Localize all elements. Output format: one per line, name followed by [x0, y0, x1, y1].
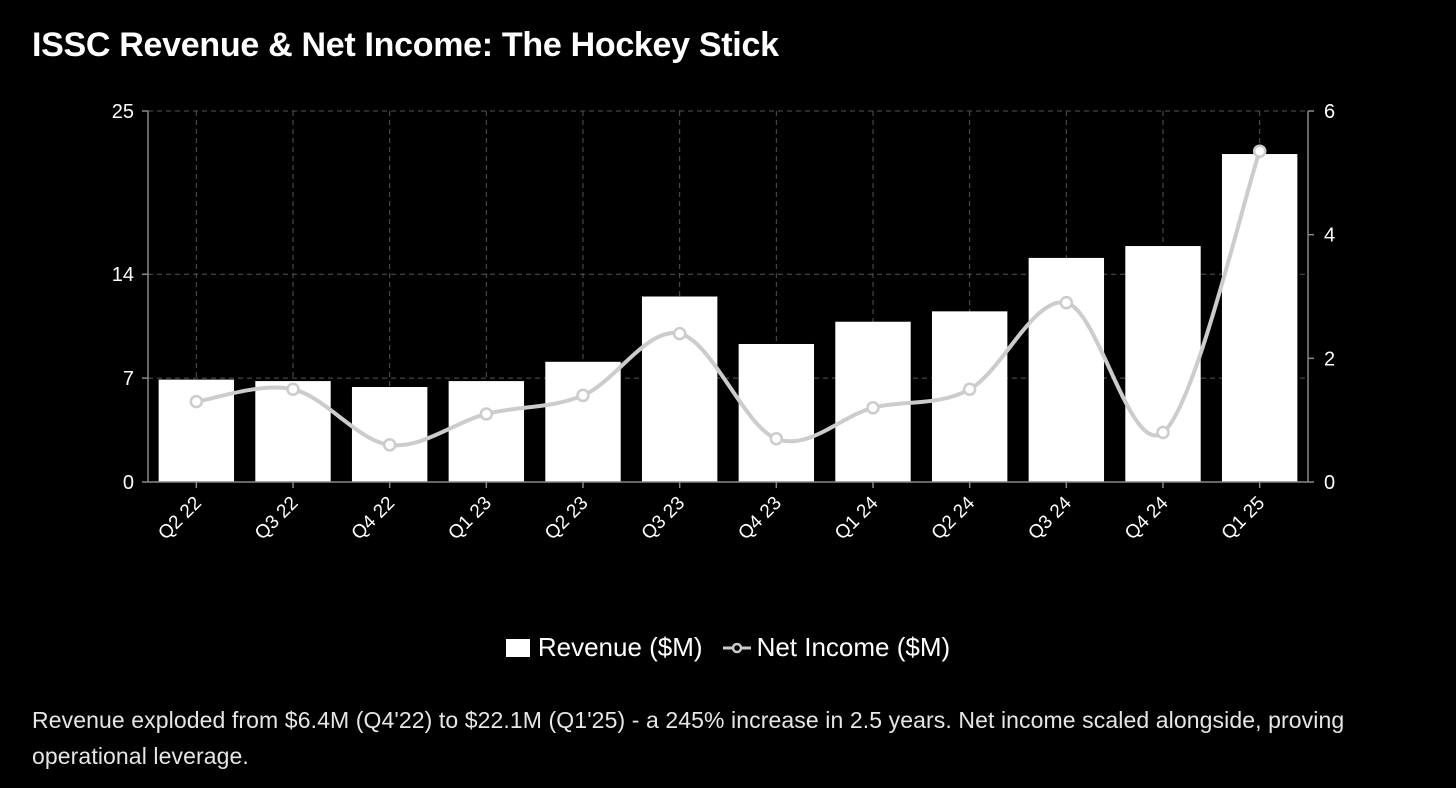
caption: Revenue exploded from $6.4M (Q4'22) to $… — [32, 707, 1345, 769]
line-layer — [189, 144, 1267, 452]
chart-title: ISSC Revenue & Net Income: The Hockey St… — [32, 26, 779, 64]
point-net-income-1 — [286, 382, 300, 396]
tick-label-x-1: Q3 22 — [251, 493, 302, 544]
bar-revenue-11 — [1221, 154, 1298, 482]
tick-label-x-2: Q4 22 — [348, 493, 399, 544]
tick-label-right-0: 0 — [1324, 472, 1335, 494]
point-net-income-3 — [479, 407, 494, 421]
point-net-income-9 — [1059, 295, 1074, 310]
tick-label-left-7: 7 — [123, 368, 134, 390]
bar-revenue-6 — [738, 343, 815, 482]
tick-label-left-0: 0 — [123, 472, 134, 494]
tick-label-right-6: 6 — [1324, 101, 1335, 123]
tick-label-x-4: Q2 23 — [541, 493, 592, 544]
point-net-income-7 — [866, 401, 880, 415]
bar-revenue-5 — [641, 296, 718, 482]
bar-revenue-10 — [1125, 246, 1201, 482]
point-net-income-10 — [1156, 425, 1170, 440]
tick-label-x-5: Q3 23 — [638, 493, 689, 544]
legend-label-revenue: Revenue ($M) — [537, 632, 703, 662]
tick-label-right-2: 2 — [1324, 348, 1335, 370]
tick-label-right-4: 4 — [1324, 225, 1335, 247]
tick-label-x-9: Q3 24 — [1024, 492, 1076, 544]
bar-revenue-9 — [1028, 257, 1105, 482]
tick-label-left-25: 25 — [112, 101, 134, 123]
legend-label-net-income: Net Income ($M) — [756, 632, 951, 662]
point-net-income-4 — [576, 388, 590, 403]
tick-label-x-11: Q1 25 — [1218, 493, 1269, 544]
point-net-income-2 — [382, 438, 397, 452]
tick-label-x-8: Q2 24 — [928, 492, 980, 544]
legend-swatch-net-income — [722, 642, 751, 653]
legend-swatch-revenue — [505, 638, 530, 657]
point-net-income-11 — [1252, 144, 1267, 158]
bar-revenue-3 — [448, 381, 525, 482]
bar-revenue-1 — [255, 381, 331, 482]
tick-label-x-0: Q2 22 — [154, 493, 205, 544]
point-net-income-6 — [769, 431, 784, 446]
legend: Revenue ($M) Net Income ($M) — [0, 632, 1456, 663]
tick-label-left-14: 14 — [112, 264, 134, 286]
bar-revenue-8 — [931, 311, 1008, 482]
point-net-income-8 — [962, 382, 977, 396]
bar-revenue-4 — [545, 361, 621, 482]
tick-label-x-7: Q1 24 — [831, 492, 883, 544]
chart: 0 7 14 25 0 2 4 6 Q2 22 Q3 22 Q4 22 Q1 23 Q2 23 Q3 23… — [112, 101, 1335, 544]
bars-layer — [158, 154, 1298, 482]
tick-label-x-10: Q4 24 — [1121, 492, 1173, 544]
point-net-income-5 — [672, 326, 687, 341]
tick-label-x-3: Q1 23 — [444, 493, 495, 544]
legend-item-net-income[interactable]: Net Income ($M) — [722, 632, 951, 663]
tick-label-x-6: Q4 23 — [734, 493, 785, 544]
axes-layer — [142, 110, 1314, 488]
legend-item-revenue[interactable]: Revenue ($M) — [505, 632, 703, 663]
point-net-income-0 — [189, 394, 204, 409]
